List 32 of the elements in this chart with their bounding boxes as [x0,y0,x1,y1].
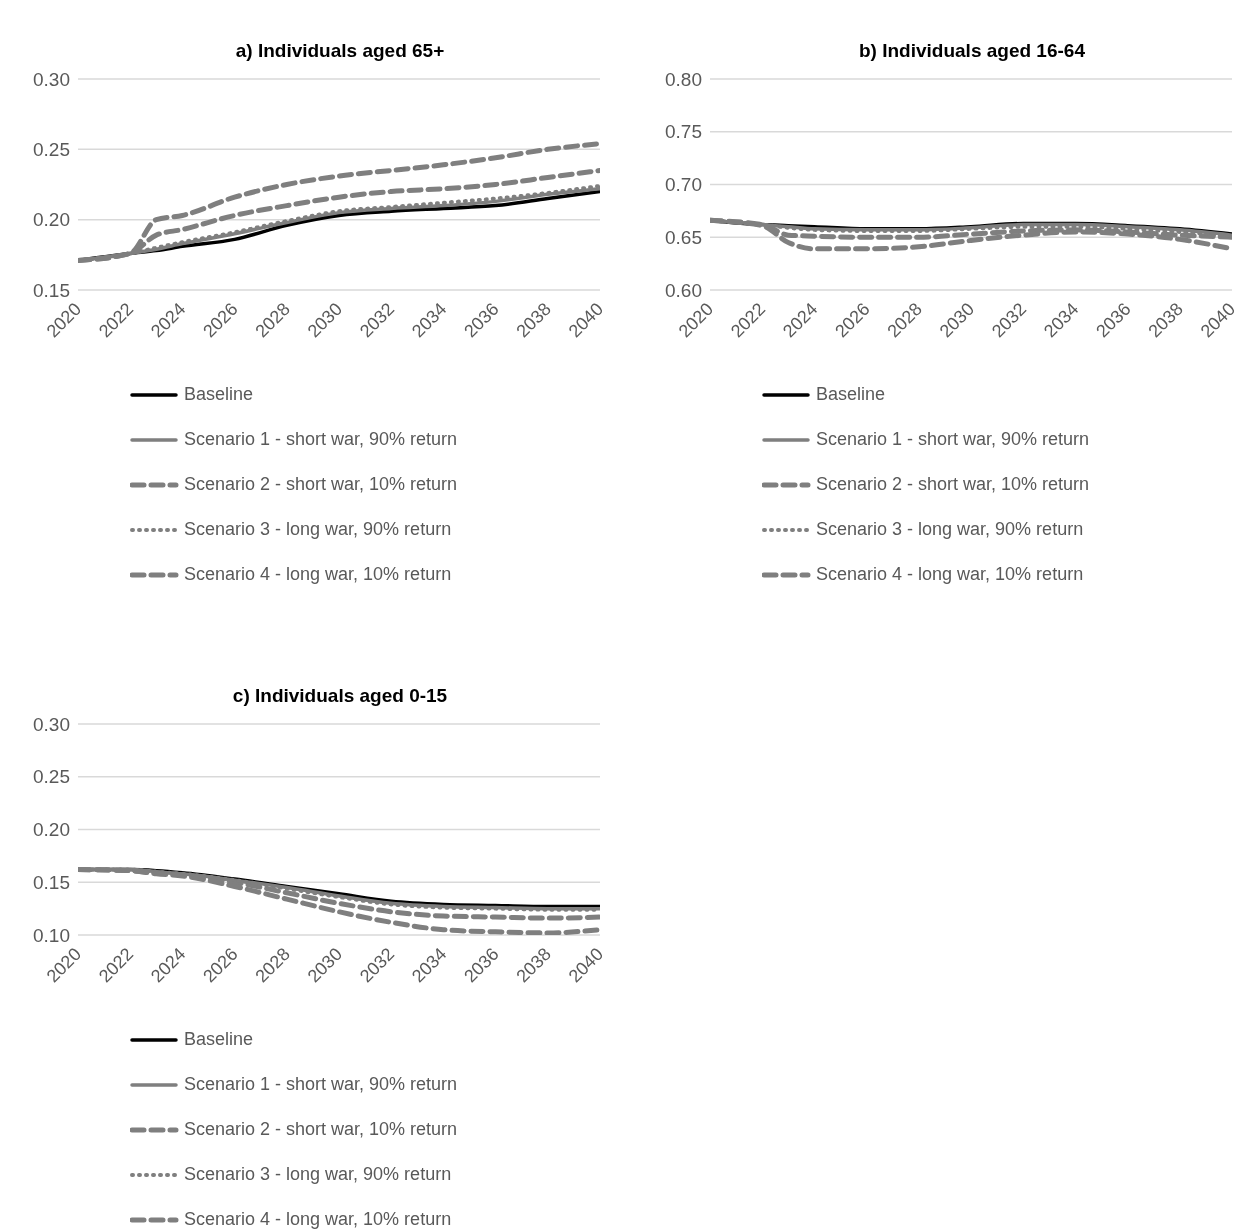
legend-label: Scenario 4 - long war, 10% return [184,564,452,585]
y-tick-label: 0.15 [33,871,70,893]
y-tick-label: 0.65 [665,226,702,248]
y-tick-label: 0.30 [33,68,70,90]
legend-label: Scenario 3 - long war, 90% return [816,519,1084,540]
chart-title: b) Individuals aged 16-64 [859,39,1085,63]
legend-label: Scenario 1 - short war, 90% return [184,429,458,450]
legend-label: Scenario 1 - short war, 90% return [184,1074,458,1095]
legend-label: Baseline [816,384,886,405]
y-tick-label: 0.30 [33,713,70,735]
y-tick-label: 0.80 [665,68,702,90]
legend-label: Scenario 2 - short war, 10% return [184,474,458,495]
legend-label: Baseline [184,384,254,405]
y-tick-label: 0.60 [665,279,702,301]
y-tick-label: 0.15 [33,279,70,301]
legend-label: Scenario 2 - short war, 10% return [816,474,1090,495]
legend-label: Scenario 3 - long war, 90% return [184,519,452,540]
y-tick-label: 0.25 [33,766,70,788]
legend-label: Baseline [184,1029,254,1050]
legend-label: Scenario 2 - short war, 10% return [184,1119,458,1140]
y-tick-label: 0.25 [33,139,70,161]
y-tick-label: 0.70 [665,174,702,196]
chart-title: a) Individuals aged 65+ [235,39,445,63]
legend-label: Scenario 4 - long war, 10% return [184,1209,452,1230]
legend-label: Scenario 4 - long war, 10% return [816,564,1084,585]
y-tick-label: 0.75 [665,121,702,143]
y-tick-label: 0.20 [33,819,70,841]
y-tick-label: 0.20 [33,209,70,231]
chart-title: c) Individuals aged 0-15 [232,684,448,708]
y-tick-label: 0.10 [33,924,70,946]
legend-label: Scenario 3 - long war, 90% return [184,1164,452,1185]
legend-label: Scenario 1 - short war, 90% return [816,429,1090,450]
